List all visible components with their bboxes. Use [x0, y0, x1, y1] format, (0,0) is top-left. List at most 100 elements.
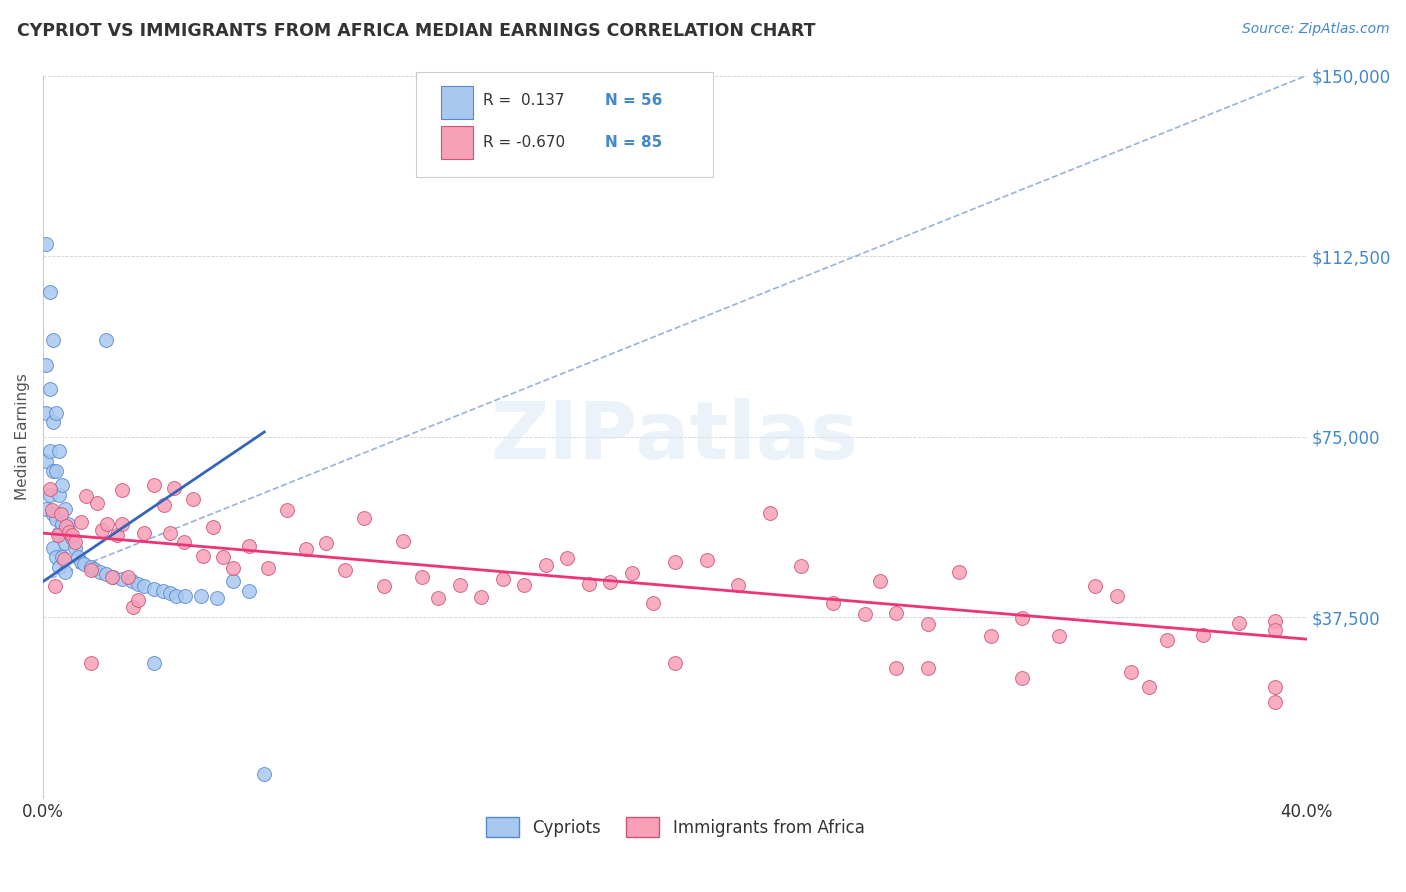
- Point: [53, 536, 76, 550]
- Point: [70, 555, 93, 569]
- Point: [38, 444, 60, 458]
- Point: [578, 577, 600, 591]
- Point: [165, 589, 187, 603]
- Point: [53, 502, 76, 516]
- Point: [1227, 615, 1250, 630]
- Point: [105, 528, 128, 542]
- Point: [41, 334, 63, 348]
- Point: [884, 606, 907, 620]
- Point: [238, 584, 260, 599]
- Point: [1137, 681, 1160, 695]
- Point: [101, 569, 124, 583]
- Point: [48, 526, 70, 541]
- Point: [41, 503, 63, 517]
- Point: [1119, 665, 1142, 680]
- Point: [63, 541, 86, 555]
- Point: [1264, 681, 1286, 695]
- Point: [38, 382, 60, 396]
- Text: CYPRIOT VS IMMIGRANTS FROM AFRICA MEDIAN EARNINGS CORRELATION CHART: CYPRIOT VS IMMIGRANTS FROM AFRICA MEDIAN…: [17, 22, 815, 40]
- Point: [73, 558, 96, 572]
- Point: [373, 579, 395, 593]
- Point: [1264, 623, 1286, 637]
- Text: N = 56: N = 56: [606, 94, 662, 108]
- Point: [159, 526, 181, 541]
- Point: [980, 629, 1002, 643]
- Point: [48, 444, 70, 458]
- Point: [276, 502, 298, 516]
- Point: [117, 569, 139, 583]
- Point: [449, 577, 471, 591]
- Point: [66, 550, 89, 565]
- Point: [143, 478, 166, 492]
- Point: [35, 237, 58, 252]
- Point: [35, 502, 58, 516]
- Text: Source: ZipAtlas.com: Source: ZipAtlas.com: [1241, 22, 1389, 37]
- Point: [470, 590, 492, 604]
- Point: [48, 560, 70, 574]
- Point: [127, 576, 149, 591]
- Point: [41, 416, 63, 430]
- Point: [599, 574, 621, 589]
- Point: [1264, 614, 1286, 628]
- Point: [1011, 671, 1033, 685]
- Point: [134, 525, 156, 540]
- Point: [643, 596, 665, 610]
- Point: [86, 496, 108, 510]
- Point: [411, 570, 433, 584]
- Bar: [441, 126, 472, 159]
- Point: [620, 566, 643, 580]
- Point: [38, 482, 60, 496]
- Point: [202, 520, 225, 534]
- Point: [212, 550, 235, 565]
- Point: [555, 551, 578, 566]
- Point: [90, 524, 112, 538]
- Point: [222, 574, 245, 589]
- Point: [142, 582, 165, 596]
- Point: [121, 574, 143, 589]
- Point: [295, 541, 318, 556]
- Point: [80, 563, 103, 577]
- Point: [142, 657, 165, 671]
- Point: [41, 464, 63, 478]
- Point: [163, 481, 186, 495]
- Point: [664, 657, 686, 671]
- Point: [89, 565, 111, 579]
- Point: [134, 579, 156, 593]
- Point: [790, 558, 813, 573]
- Point: [869, 574, 891, 589]
- Point: [96, 334, 118, 348]
- Point: [55, 519, 77, 533]
- Point: [1011, 611, 1033, 625]
- Point: [1264, 695, 1286, 709]
- Point: [70, 515, 93, 529]
- Point: [1084, 579, 1107, 593]
- Point: [96, 516, 118, 531]
- Point: [45, 464, 67, 478]
- Point: [174, 589, 197, 603]
- Point: [51, 478, 73, 492]
- Point: [238, 539, 260, 553]
- Point: [222, 560, 245, 574]
- Point: [60, 528, 83, 542]
- Point: [111, 483, 134, 497]
- Point: [52, 552, 75, 566]
- Point: [121, 600, 143, 615]
- Point: [75, 489, 97, 503]
- Point: [83, 562, 105, 576]
- Point: [696, 553, 718, 567]
- Point: [492, 572, 515, 586]
- Text: ZIPatlas: ZIPatlas: [491, 398, 859, 475]
- Point: [853, 607, 876, 622]
- Point: [253, 767, 276, 781]
- Point: [45, 550, 67, 565]
- Point: [333, 563, 356, 577]
- Point: [427, 591, 450, 605]
- Point: [173, 534, 195, 549]
- Point: [513, 578, 536, 592]
- Point: [159, 586, 181, 600]
- Point: [1047, 629, 1070, 643]
- Point: [727, 577, 749, 591]
- FancyBboxPatch shape: [416, 72, 713, 177]
- Text: N = 85: N = 85: [606, 135, 662, 150]
- Point: [79, 560, 101, 574]
